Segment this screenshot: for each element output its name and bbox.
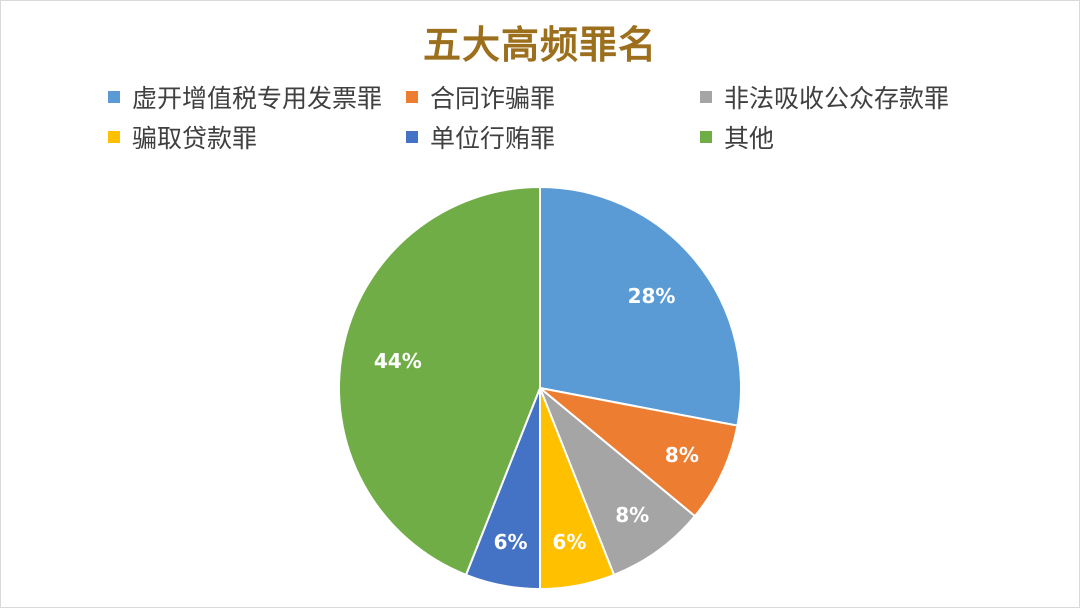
- legend-label-1: 合同诈骗罪: [430, 84, 556, 113]
- pie-data-label-1: 8%: [665, 443, 699, 467]
- legend-label-2: 非法吸收公众存款罪: [724, 84, 950, 113]
- pie-slice-5: [338, 185, 541, 577]
- pie-slice-0: [539, 185, 742, 427]
- legend-item-2: 非法吸收公众存款罪: [700, 80, 949, 114]
- pie-data-label-4: 6%: [494, 530, 528, 554]
- legend-swatch-1: [406, 91, 418, 103]
- legend-label-4: 单位行贿罪: [430, 124, 556, 153]
- pie-data-label-5: 44%: [374, 349, 422, 373]
- legend-swatch-5: [700, 131, 712, 143]
- chart-title: 五大高频罪名: [422, 23, 657, 67]
- legend-label-0: 虚开增值税专用发票罪: [132, 84, 383, 113]
- legend-swatch-0: [108, 91, 120, 103]
- pie-slice-2: [539, 387, 697, 577]
- pie-slice-1: [539, 387, 739, 518]
- legend-item-0: 虚开增值税专用发票罪: [108, 80, 382, 114]
- pie-data-label-2: 8%: [615, 503, 649, 527]
- legend-swatch-2: [700, 91, 712, 103]
- legend-item-3: 骗取贷款罪: [108, 120, 257, 154]
- legend-item-1: 合同诈骗罪: [406, 80, 555, 114]
- pie-data-label-3: 6%: [552, 530, 586, 554]
- legend-swatch-3: [108, 131, 120, 143]
- legend-label-5: 其他: [724, 124, 775, 153]
- legend-swatch-4: [406, 131, 418, 143]
- pie-data-label-0: 28%: [628, 284, 676, 308]
- legend-label-3: 骗取贷款罪: [132, 124, 258, 153]
- legend-item-5: 其他: [700, 120, 774, 154]
- legend-item-4: 单位行贿罪: [406, 120, 555, 154]
